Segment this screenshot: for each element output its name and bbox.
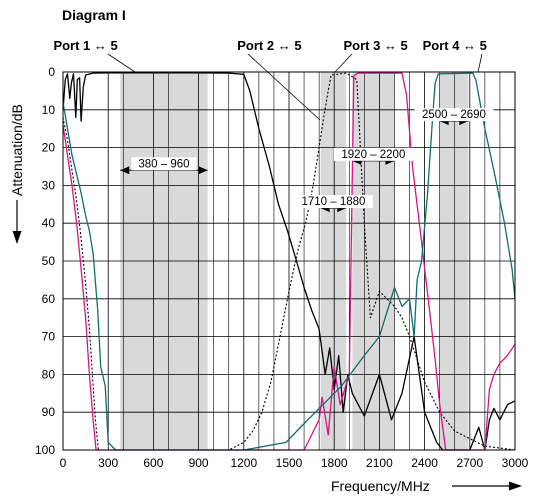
band-label-bg-0 (131, 157, 197, 171)
port-leader-line-1 (107, 53, 136, 73)
x-tick-label: 900 (189, 456, 209, 470)
port-leader-line-3 (334, 53, 353, 73)
x-tick-label: 2400 (411, 456, 438, 470)
y-tick-label: 90 (42, 405, 56, 419)
y-tick-label: 0 (48, 65, 55, 79)
chart-title: Diagram I (62, 7, 126, 23)
y-tick-label: 60 (42, 292, 56, 306)
x-tick-label: 3000 (502, 456, 529, 470)
band-label-0: 380 – 960 (138, 158, 189, 170)
y-tick-label: 50 (42, 254, 56, 268)
port-label-3: Port 3 ↔ 5 (343, 38, 407, 53)
band-label-2: 1920 – 2200 (341, 149, 405, 161)
x-tick-label: 2100 (366, 456, 393, 470)
axis-layer: 0 300 600 900 1200 1500 1800 2100 2400 2700 300001… (12, 65, 529, 491)
annotation-layer: 380 – 960 1710 – 1880 1920 – 2200 2500 – 26… (53, 38, 494, 213)
series-line-port1-solid (62, 72, 516, 451)
x-axis-direction-arrowhead (509, 481, 522, 491)
port-leader-line-2 (247, 53, 321, 121)
x-tick-label: 1200 (230, 456, 257, 470)
band-label-bg-2 (333, 147, 413, 161)
band-arrowhead-right-0 (198, 166, 208, 175)
port-label-2: Port 2 ↔ 5 (237, 38, 301, 53)
series-line-port2-dotted (198, 72, 516, 451)
x-tick-label: 2700 (456, 456, 483, 470)
port-leader-line-4 (477, 53, 483, 73)
port-label-4: Port 4 ↔ 5 (423, 38, 487, 53)
band-label-3: 2500 – 2690 (422, 109, 486, 121)
y-tick-label: 80 (42, 367, 56, 381)
y-tick-label: 20 (42, 141, 56, 155)
y-tick-label: 100 (35, 443, 55, 457)
y-axis-direction-arrowhead (12, 231, 22, 244)
y-axis-label: Attenuation/dB (9, 104, 25, 196)
plot-frame (62, 71, 516, 451)
x-tick-label: 600 (143, 456, 163, 470)
x-axis-label: Frequency/MHz (331, 478, 430, 494)
band-arrowhead-left-0 (120, 166, 130, 175)
band-label-bg-3 (414, 108, 494, 122)
y-tick-label: 30 (42, 178, 56, 192)
x-tick-label: 1800 (321, 456, 348, 470)
band-label-1: 1710 – 1880 (301, 196, 365, 208)
y-tick-label: 40 (42, 216, 56, 230)
x-tick-label: 1500 (276, 456, 303, 470)
x-tick-label: 0 (60, 456, 67, 470)
series-line-port4-solid (62, 72, 516, 451)
y-tick-label: 10 (42, 103, 56, 117)
y-tick-label: 70 (42, 330, 56, 344)
x-tick-label: 300 (98, 456, 118, 470)
band-label-bg-1 (294, 195, 373, 209)
port-label-1: Port 1 ↔ 5 (53, 38, 117, 53)
